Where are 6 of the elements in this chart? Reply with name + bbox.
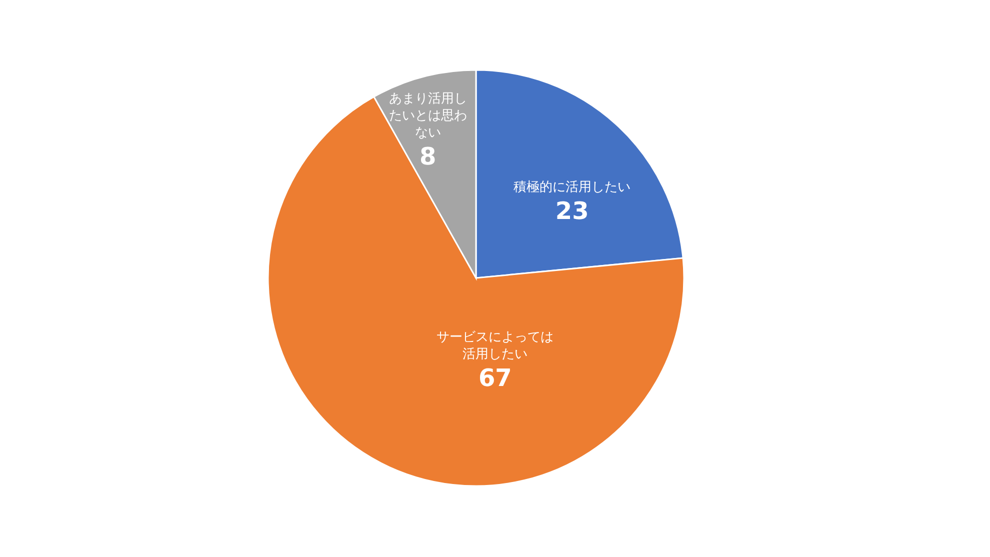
slice-label: あまり活用したいとは思わない bbox=[388, 91, 467, 140]
slice-label: サービスによっては活用したい bbox=[436, 330, 554, 362]
slice-label: 積極的に活用したい bbox=[514, 180, 631, 196]
data-label: 8 bbox=[419, 142, 436, 170]
data-label: 23 bbox=[555, 197, 589, 226]
data-label: 67 bbox=[478, 364, 512, 392]
